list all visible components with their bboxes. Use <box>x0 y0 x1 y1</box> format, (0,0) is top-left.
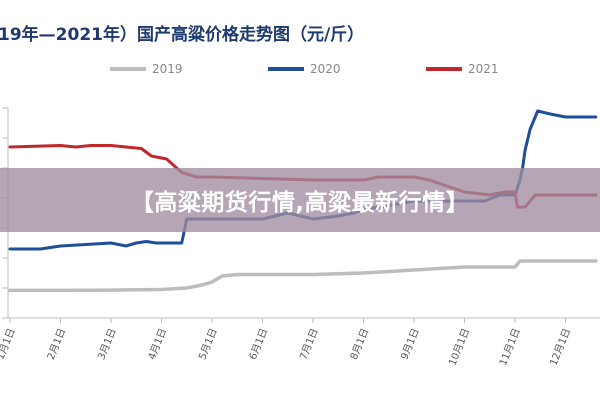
x-tick-label: 2月1日 <box>45 327 68 362</box>
legend-label-2020: 2020 <box>310 62 341 76</box>
title-banner: 【高粱期货行情,高粱最新行情】 <box>0 168 600 232</box>
legend: 2019 2020 2021 <box>110 62 499 76</box>
x-tick-label: 8月1日 <box>348 327 371 362</box>
x-axis-ticks: 1月1日 2月1日 3月1日 4月1日 5月1日 6月1日 7月1日 8月1日 9月1日 10月1… <box>0 318 573 367</box>
x-tick-label: 6月1日 <box>247 327 270 362</box>
x-tick-label: 7月1日 <box>297 327 320 362</box>
x-tick-label: 5月1日 <box>196 327 219 362</box>
x-tick-label: 4月1日 <box>146 327 169 362</box>
legend-label-2019: 2019 <box>152 62 183 76</box>
chart-title: 19年—2021年）国产高粱价格走势图（元/斤） <box>0 24 364 45</box>
x-tick-label: 1月1日 <box>0 327 18 362</box>
x-tick-label: 10月1日 <box>447 327 473 368</box>
x-tick-label: 11月1日 <box>497 327 523 368</box>
x-tick-label: 12月1日 <box>548 327 574 368</box>
banner-text: 【高粱期货行情,高粱最新行情】 <box>130 190 470 216</box>
legend-label-2021: 2021 <box>468 62 499 76</box>
series-line-2019 <box>8 259 598 293</box>
x-tick-label: 9月1日 <box>398 327 421 362</box>
x-tick-label: 3月1日 <box>95 327 118 362</box>
